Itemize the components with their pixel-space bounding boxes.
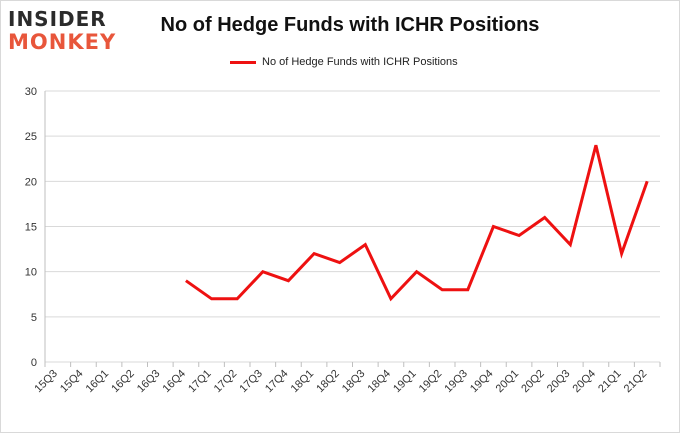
x-tick-label: 18Q1	[289, 368, 317, 396]
insider-monkey-logo: INSIDER MONKEY	[8, 8, 126, 54]
x-tick-label: 16Q3	[135, 368, 163, 396]
x-tick-label: 16Q2	[109, 368, 137, 396]
y-tick-label: 5	[31, 312, 37, 324]
x-tick-label: 18Q4	[366, 368, 394, 396]
x-tick-label: 17Q4	[263, 368, 291, 396]
y-tick-label: 0	[31, 357, 37, 369]
logo-line-1: INSIDER	[8, 7, 107, 31]
x-tick-label: 17Q1	[186, 368, 214, 396]
x-tick-label: 16Q1	[84, 368, 112, 396]
x-tick-label: 21Q2	[622, 368, 650, 396]
y-tick-label: 15	[25, 222, 37, 234]
y-tick-label: 10	[25, 267, 37, 279]
x-tick-label: 18Q2	[314, 368, 342, 396]
x-tick-label: 19Q1	[391, 368, 419, 396]
x-tick-label: 16Q4	[161, 368, 189, 396]
x-tick-label: 17Q2	[212, 368, 240, 396]
x-tick-label: 15Q3	[32, 368, 60, 396]
legend-label: No of Hedge Funds with ICHR Positions	[262, 56, 458, 68]
y-tick-label: 25	[25, 131, 37, 143]
x-tick-label: 17Q3	[237, 368, 265, 396]
x-tick-label: 19Q3	[442, 368, 470, 396]
series-line-0	[185, 144, 649, 302]
x-tick-label: 18Q3	[340, 368, 368, 396]
x-tick-label: 21Q1	[596, 368, 624, 396]
logo-line-2: MONKEY	[8, 30, 117, 54]
x-tick-label: 19Q4	[468, 368, 496, 396]
x-tick-label: 20Q4	[571, 368, 599, 396]
x-tick-label: 20Q1	[494, 368, 522, 396]
legend-swatch	[230, 60, 256, 64]
x-tick-label: 19Q2	[417, 368, 445, 396]
chart-legend: No of Hedge Funds with ICHR Positions	[230, 54, 458, 70]
y-tick-label: 20	[25, 176, 37, 188]
y-tick-label: 30	[25, 86, 37, 98]
x-tick-label: 20Q3	[545, 368, 573, 396]
chart-title: No of Hedge Funds with ICHR Positions	[160, 14, 540, 36]
x-tick-label: 20Q2	[519, 368, 547, 396]
x-tick-label: 15Q4	[58, 368, 86, 396]
